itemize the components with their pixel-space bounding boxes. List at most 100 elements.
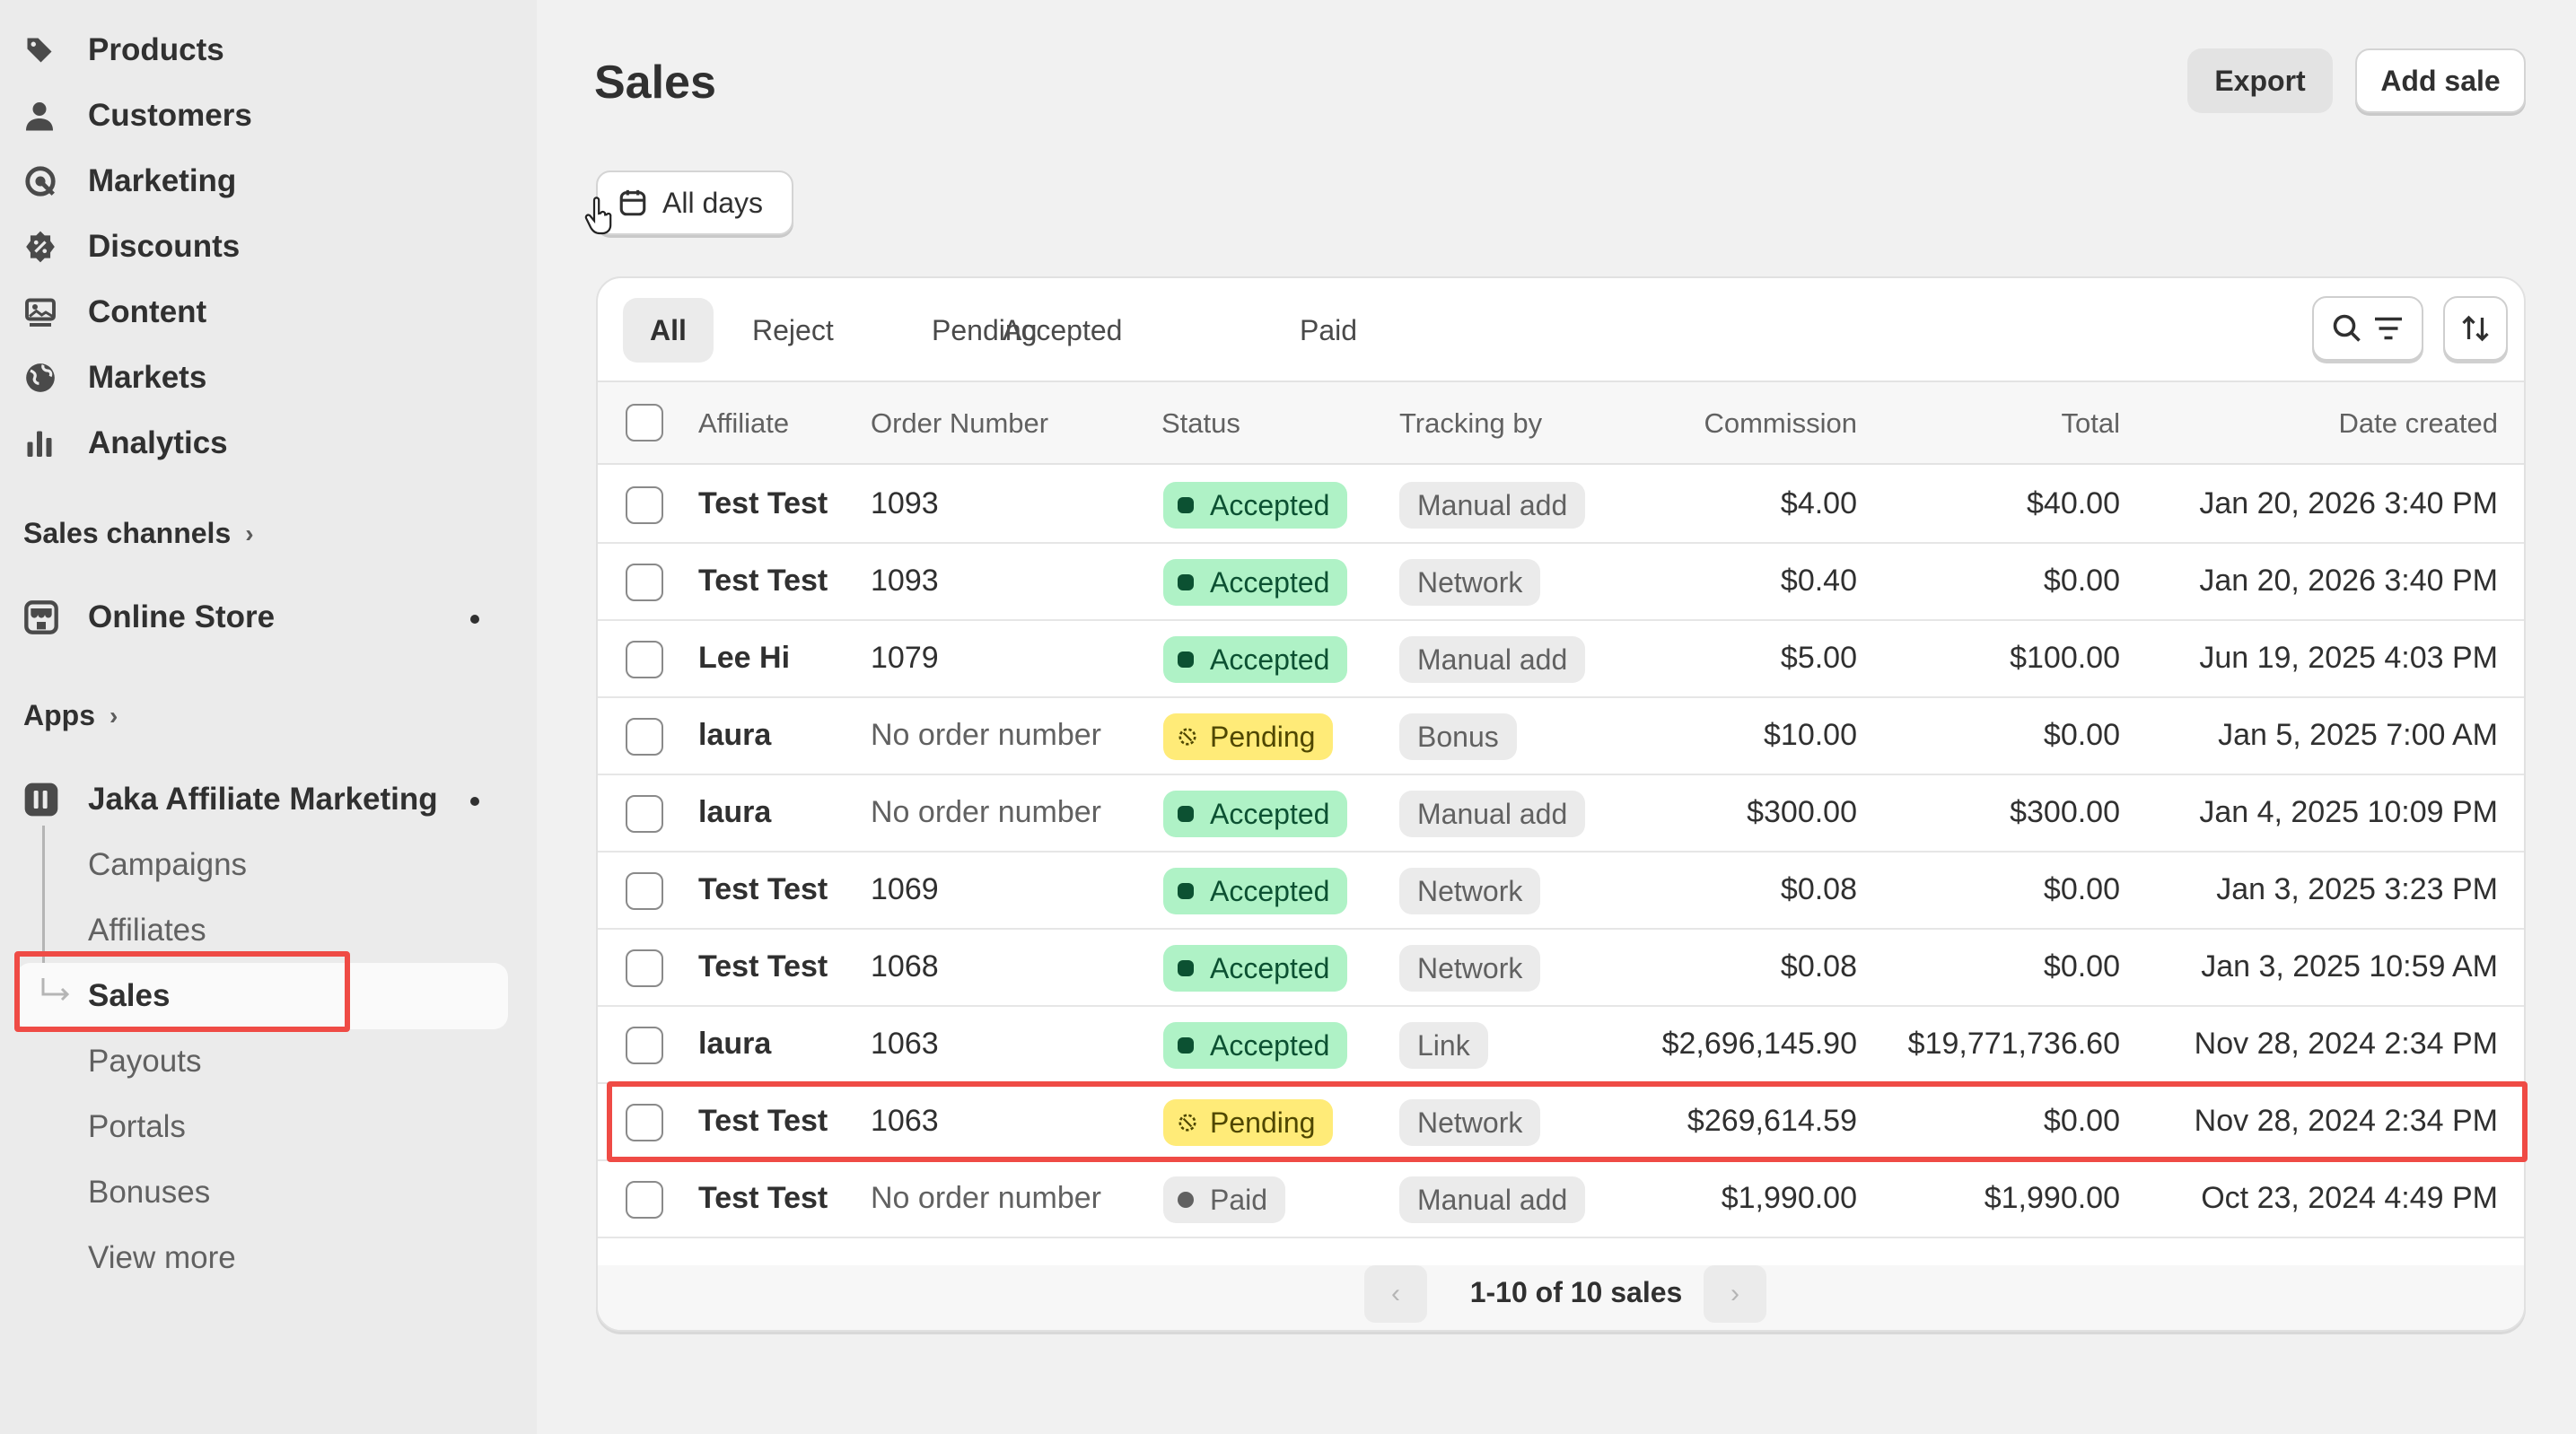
cell-affiliate[interactable]: Test Test xyxy=(698,486,828,520)
sidebar-subitem-payouts[interactable]: Payouts xyxy=(88,1044,202,1079)
row-checkbox[interactable] xyxy=(626,795,663,833)
column-header-order[interactable]: Order Number xyxy=(871,407,1049,439)
tab-paid[interactable]: Paid xyxy=(1300,313,1358,346)
column-header-commission[interactable]: Commission xyxy=(1704,407,1857,439)
online-store-status-dot xyxy=(470,615,479,624)
tab-reject[interactable]: Reject xyxy=(752,313,834,346)
sort-button[interactable] xyxy=(2443,296,2508,361)
column-header-date[interactable]: Date created xyxy=(2338,407,2499,439)
cell-affiliate[interactable]: laura xyxy=(698,718,772,752)
row-checkbox[interactable] xyxy=(626,872,663,910)
tracking-tag: Network xyxy=(1399,559,1541,606)
date-filter-button[interactable]: All days xyxy=(596,171,793,235)
cell-order-number: 1063 xyxy=(871,1027,939,1061)
cell-order-number: 1079 xyxy=(871,641,939,675)
tracking-tag: Network xyxy=(1399,1099,1541,1146)
table-row[interactable]: Test Test No order number Paid Manual add $1… xyxy=(598,1161,2524,1238)
sidebar-subitem-affiliates[interactable]: Affiliates xyxy=(88,913,206,948)
cell-date-created: Jan 20, 2026 3:40 PM xyxy=(2199,486,2498,520)
sidebar-item-markets[interactable]: Markets xyxy=(23,353,206,403)
status-dot-icon xyxy=(1178,883,1194,899)
cell-affiliate[interactable]: Lee Hi xyxy=(698,641,791,675)
status-badge: Accepted xyxy=(1163,868,1348,914)
sidebar-item-products[interactable]: Products xyxy=(23,25,224,75)
sidebar-item-analytics[interactable]: Analytics xyxy=(23,418,228,468)
status-dot-icon xyxy=(1178,574,1194,590)
cell-affiliate[interactable]: Test Test xyxy=(698,1181,828,1215)
row-checkbox[interactable] xyxy=(626,564,663,601)
cell-total: $19,771,736.60 xyxy=(1907,1027,2120,1061)
sidebar-item-discounts[interactable]: Discounts xyxy=(23,222,240,272)
cell-order-number: 1068 xyxy=(871,949,939,984)
apps-header[interactable]: Apps › xyxy=(23,699,118,732)
cell-commission: $4.00 xyxy=(1780,486,1857,520)
sidebar-item-jaka-app[interactable]: Jaka Affiliate Marketing xyxy=(23,774,438,825)
cell-affiliate[interactable]: Test Test xyxy=(698,1104,828,1138)
table-row[interactable]: laura 1063 Accepted Link $2,696,145.90 $19,77… xyxy=(598,1007,2524,1084)
table-row[interactable]: Test Test 1093 Accepted Manual add $4.00 $40.… xyxy=(598,467,2524,544)
column-header-tracking[interactable]: Tracking by xyxy=(1399,407,1543,439)
sidebar-item-label: Discounts xyxy=(88,229,241,264)
cell-order-number: 1093 xyxy=(871,564,939,598)
sidebar-item-marketing[interactable]: Marketing xyxy=(23,156,236,206)
previous-page-button[interactable]: ‹ xyxy=(1364,1265,1427,1323)
row-checkbox[interactable] xyxy=(626,1181,663,1219)
table-row[interactable]: Lee Hi 1079 Accepted Manual add $5.00 $100.00… xyxy=(598,621,2524,698)
search-filter-button[interactable] xyxy=(2312,296,2423,361)
status-label: Accepted xyxy=(1210,797,1330,830)
cell-commission: $2,696,145.90 xyxy=(1661,1027,1857,1061)
cell-affiliate[interactable]: Test Test xyxy=(698,872,828,906)
filter-lines-icon xyxy=(2372,315,2405,342)
row-checkbox[interactable] xyxy=(626,1027,663,1064)
status-badge: Accepted xyxy=(1163,482,1348,529)
status-label: Accepted xyxy=(1210,488,1330,521)
table-row[interactable]: Test Test 1093 Accepted Network $0.40 $0.00 Ja… xyxy=(598,544,2524,621)
sidebar-subitem-bonuses[interactable]: Bonuses xyxy=(88,1175,211,1210)
tree-line xyxy=(42,826,45,996)
row-checkbox[interactable] xyxy=(626,641,663,678)
pagination-label: 1-10 of 10 sales xyxy=(1469,1276,1683,1308)
sales-channels-label: Sales channels xyxy=(23,517,232,549)
cell-date-created: Jun 19, 2025 4:03 PM xyxy=(2199,641,2498,675)
tab-pending[interactable]: Pending xyxy=(932,313,1038,346)
table-row[interactable]: Test Test 1069 Accepted Network $0.08 $0.00 Ja… xyxy=(598,853,2524,930)
sidebar-item-label: Analytics xyxy=(88,425,228,460)
next-page-button[interactable]: › xyxy=(1704,1265,1766,1323)
add-sale-button[interactable]: Add sale xyxy=(2355,48,2526,113)
sidebar-item-label: Marketing xyxy=(88,163,237,198)
column-header-total[interactable]: Total xyxy=(2061,407,2120,439)
sidebar-subitem-sales[interactable]: Sales xyxy=(88,978,171,1013)
sidebar-subitem-campaigns[interactable]: Campaigns xyxy=(88,847,248,882)
cell-affiliate[interactable]: laura xyxy=(698,1027,772,1061)
row-checkbox[interactable] xyxy=(626,486,663,524)
sidebar-item-label: Markets xyxy=(88,360,207,395)
app-status-dot xyxy=(470,797,479,806)
tab-all[interactable]: All xyxy=(623,298,714,363)
sidebar-item-content[interactable]: Content xyxy=(23,287,206,337)
sidebar-item-online-store[interactable]: Online Store xyxy=(23,592,275,643)
sidebar-item-label: Content xyxy=(88,294,207,329)
cell-affiliate[interactable]: Test Test xyxy=(698,949,828,984)
table-row[interactable]: laura No order number Accepted Manual add $3… xyxy=(598,775,2524,853)
cell-affiliate[interactable]: laura xyxy=(698,795,772,829)
sidebar-item-customers[interactable]: Customers xyxy=(23,91,252,141)
tab-accepted[interactable]: Accepted xyxy=(1003,313,1123,346)
table-row[interactable]: Test Test 1068 Accepted Network $0.08 $0.00 Ja… xyxy=(598,930,2524,1007)
export-button[interactable]: Export xyxy=(2187,48,2333,113)
row-checkbox[interactable] xyxy=(626,949,663,987)
row-checkbox[interactable] xyxy=(626,718,663,756)
row-checkbox[interactable] xyxy=(626,1104,663,1141)
table-footer xyxy=(598,1265,2524,1330)
column-header-affiliate[interactable]: Affiliate xyxy=(698,407,790,439)
sidebar-subitem-view-more[interactable]: View more xyxy=(88,1240,236,1275)
select-all-checkbox[interactable] xyxy=(626,404,663,442)
cell-order-number: 1093 xyxy=(871,486,939,520)
column-header-status[interactable]: Status xyxy=(1161,407,1240,439)
app-icon xyxy=(23,782,68,818)
tracking-tag: Link xyxy=(1399,1022,1488,1069)
sort-arrows-icon xyxy=(2459,312,2492,345)
table-row[interactable]: laura No order number Pending Bonus $10.00 $0… xyxy=(598,698,2524,775)
cell-affiliate[interactable]: Test Test xyxy=(698,564,828,598)
sidebar-subitem-portals[interactable]: Portals xyxy=(88,1109,186,1144)
sales-channels-header[interactable]: Sales channels › xyxy=(23,517,254,550)
